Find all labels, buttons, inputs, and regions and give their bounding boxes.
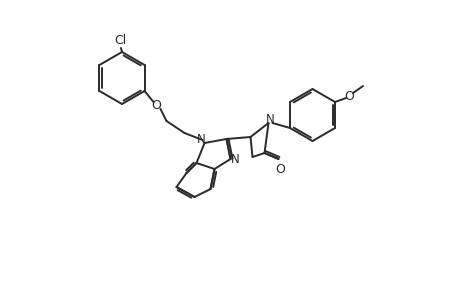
Text: O: O [151, 98, 161, 112]
Text: O: O [343, 89, 353, 103]
Text: N: N [230, 152, 240, 166]
Text: N: N [266, 112, 274, 125]
Text: O: O [275, 163, 285, 176]
Text: Cl: Cl [114, 34, 126, 47]
Text: N: N [197, 133, 206, 146]
